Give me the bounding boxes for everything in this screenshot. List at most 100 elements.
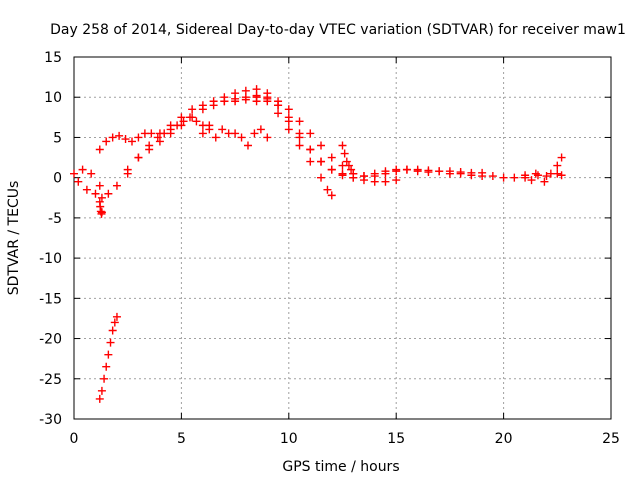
data-point [179, 117, 188, 126]
data-point [177, 113, 186, 122]
data-point [317, 141, 326, 150]
data-point [110, 318, 119, 327]
data-point [102, 362, 111, 371]
data-point [533, 171, 542, 180]
data-point [106, 338, 115, 347]
data-point [102, 137, 111, 146]
data-point [342, 157, 351, 166]
data-point [95, 181, 104, 190]
data-point [220, 97, 229, 106]
data-point [295, 129, 304, 138]
data-point [349, 169, 358, 178]
data-point [435, 167, 444, 176]
data-point [177, 121, 186, 130]
data-point [147, 129, 156, 138]
x-tick-label: 0 [70, 431, 79, 447]
y-tick-label: 10 [44, 90, 62, 106]
y-axis-label: SDTVAR / TECUs [6, 181, 22, 296]
data-point [87, 169, 96, 178]
data-point [381, 169, 390, 178]
y-tick-label: -25 [39, 372, 62, 388]
data-point [274, 97, 283, 106]
x-axis-label: GPS time / hours [282, 459, 399, 475]
data-point [166, 121, 175, 130]
data-point [327, 153, 336, 162]
data-point [317, 173, 326, 182]
data-point [123, 165, 132, 174]
y-tick-label: -30 [39, 412, 62, 428]
data-point [295, 117, 304, 126]
chart-title: Day 258 of 2014, Sidereal Day-to-day VTE… [50, 22, 626, 38]
data-point [546, 169, 555, 178]
data-point [134, 133, 143, 142]
data-point [306, 145, 315, 154]
data-point [198, 129, 207, 138]
data-point [340, 149, 349, 158]
data-point [402, 165, 411, 174]
plot-frame [73, 56, 612, 420]
data-point [100, 374, 109, 383]
data-point [527, 176, 536, 185]
data-point [488, 172, 497, 181]
data-point [70, 169, 78, 178]
data-point [78, 165, 87, 174]
data-point [108, 133, 117, 142]
data-point [521, 173, 530, 182]
y-tick-label: 0 [53, 171, 62, 187]
data-point [74, 177, 83, 186]
y-tick-label: -20 [39, 332, 62, 348]
data-point [553, 161, 562, 170]
data-point [478, 168, 487, 177]
data-point [263, 94, 272, 103]
data-point [97, 193, 106, 202]
data-point [115, 131, 124, 140]
data-point [82, 185, 91, 194]
data-point [557, 153, 566, 162]
y-tick-label: -5 [48, 211, 62, 227]
data-point [323, 185, 332, 194]
data-point [231, 97, 240, 106]
data-point [192, 117, 201, 126]
data-point [542, 172, 551, 181]
data-point [91, 189, 100, 198]
data-point [112, 312, 121, 321]
data-point [359, 172, 368, 181]
data-point [127, 137, 136, 146]
data-point [198, 105, 207, 114]
data-points [70, 85, 566, 403]
data-point [145, 145, 154, 154]
x-tick-label: 5 [177, 431, 186, 447]
data-point [104, 350, 113, 359]
data-point [381, 177, 390, 186]
data-point [218, 125, 227, 134]
data-point [155, 137, 164, 146]
data-point [188, 113, 197, 122]
data-point [338, 141, 347, 150]
data-point [250, 129, 259, 138]
data-point [327, 191, 336, 200]
y-tick-label: 15 [44, 50, 62, 66]
data-point [445, 167, 454, 176]
x-tick-label: 15 [387, 431, 405, 447]
data-point [209, 101, 218, 110]
y-tick-label: -15 [39, 291, 62, 307]
data-point [243, 141, 252, 150]
data-point [95, 145, 104, 154]
data-point [274, 109, 283, 118]
y-tick-label: 5 [53, 130, 62, 146]
data-point [205, 121, 214, 130]
data-point [112, 181, 121, 190]
data-point [134, 153, 143, 162]
data-point [263, 133, 272, 142]
x-tick-label: 20 [495, 431, 513, 447]
data-point [317, 157, 326, 166]
data-point [338, 169, 347, 178]
data-point [327, 165, 336, 174]
data-point [284, 125, 293, 134]
data-point [347, 165, 356, 174]
data-point [295, 141, 304, 150]
data-point [121, 135, 130, 144]
x-tick-label: 10 [280, 431, 298, 447]
data-point [467, 168, 476, 177]
data-point [284, 105, 293, 114]
